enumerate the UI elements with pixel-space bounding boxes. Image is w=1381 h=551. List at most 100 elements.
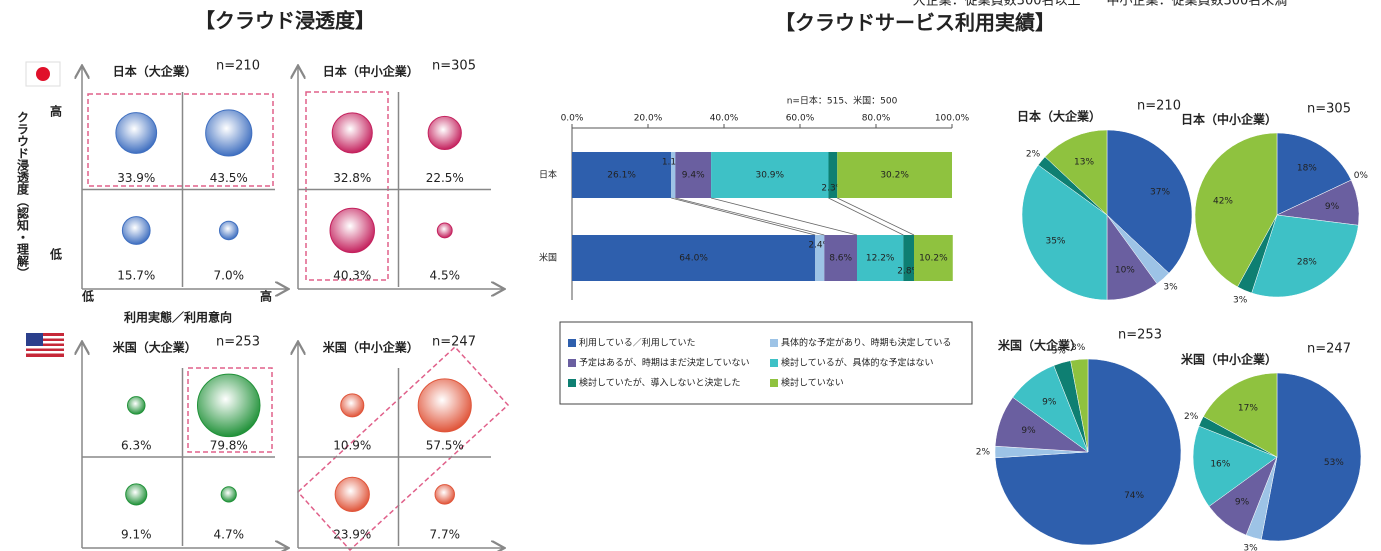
value-label: 12.2% xyxy=(866,254,895,264)
bubble xyxy=(329,207,375,254)
x-low-label: 低 xyxy=(81,289,94,304)
legend-swatch xyxy=(568,339,576,347)
legend-swatch xyxy=(770,379,778,387)
bubble xyxy=(417,378,472,433)
value-label: 40.3% xyxy=(333,269,371,283)
chart-title: 日本（大企業） xyxy=(113,64,197,79)
legend-swatch xyxy=(568,359,576,367)
value-label: 35% xyxy=(1045,237,1065,247)
legend-label: 検討していない xyxy=(781,377,844,389)
connector-line xyxy=(710,197,858,236)
value-label: 30.9% xyxy=(755,171,784,181)
x-axis-label: 利用実態／利用意向 xyxy=(124,310,232,325)
value-label: 57.5% xyxy=(426,439,464,453)
pie-slice xyxy=(1251,214,1359,298)
value-label: 53% xyxy=(1324,458,1344,468)
legend-swatch xyxy=(568,379,576,387)
bar-segment xyxy=(572,152,672,198)
x-high-label: 高 xyxy=(260,289,272,304)
legend-swatch xyxy=(770,359,778,367)
value-label: 2.8% xyxy=(897,267,920,277)
value-label: 3% xyxy=(1052,347,1067,357)
value-label: 79.8% xyxy=(210,439,248,453)
value-label: 7.7% xyxy=(430,528,461,542)
bar-segment xyxy=(903,235,914,281)
value-label: 2% xyxy=(1184,412,1199,422)
pie-slice xyxy=(1192,425,1278,507)
value-label: 30.2% xyxy=(880,171,909,181)
japan-flag xyxy=(25,61,61,87)
sample-size: n=305 xyxy=(432,59,476,74)
x-tick-label: 40.0% xyxy=(710,114,739,124)
chart-title: 日本（大企業） xyxy=(1017,109,1101,124)
value-label: 4.7% xyxy=(214,528,245,542)
value-label: 3% xyxy=(1243,544,1258,551)
value-label: 2% xyxy=(976,448,991,458)
legend-swatch xyxy=(770,339,778,347)
y-tick-label: 日本 xyxy=(539,169,557,181)
value-label: 9.4% xyxy=(682,171,705,181)
pie-slice xyxy=(1021,164,1108,301)
x-tick-label: 20.0% xyxy=(634,114,663,124)
bar-segment xyxy=(824,235,857,281)
sample-size: n=210 xyxy=(216,59,260,74)
x-tick-label: 80.0% xyxy=(862,114,891,124)
value-label: 2.3% xyxy=(821,184,844,194)
value-label: 8.6% xyxy=(829,254,852,264)
bar-segment xyxy=(671,152,676,198)
bubble xyxy=(126,396,146,415)
bar-segment xyxy=(711,152,829,198)
y-high-label: 高 xyxy=(50,104,62,119)
pie-slice xyxy=(1044,129,1108,216)
value-label: 2% xyxy=(1026,149,1041,159)
value-label: 7.0% xyxy=(214,269,245,283)
value-label: 6.3% xyxy=(121,439,152,453)
bubble xyxy=(334,476,370,512)
value-label: 32.8% xyxy=(333,171,371,185)
value-label: 10% xyxy=(1115,265,1135,275)
pie-slice xyxy=(1260,372,1362,542)
chart-note: n=日本：515、米国：500 xyxy=(787,95,898,107)
value-label: 74% xyxy=(1124,491,1144,501)
x-tick-label: 60.0% xyxy=(786,114,815,124)
value-label: 9% xyxy=(1042,398,1057,408)
value-label: 3% xyxy=(1233,296,1248,306)
value-label: 42% xyxy=(1213,197,1233,207)
chart-title: 日本（中小企業） xyxy=(1181,112,1277,127)
connector-line xyxy=(837,197,915,236)
bar-segment xyxy=(815,235,825,281)
value-label: 1.1% xyxy=(662,158,685,168)
value-label: 3% xyxy=(1071,343,1086,353)
value-label: 13% xyxy=(1074,157,1094,167)
x-tick-label: 0.0% xyxy=(561,114,584,124)
pie-slice xyxy=(1194,132,1278,288)
note: 大企業：従業員数300名以上 中小企業：従業員数300名未満 xyxy=(913,0,1288,9)
bar-segment xyxy=(857,235,904,281)
value-label: 9% xyxy=(1235,498,1250,508)
bubble xyxy=(196,373,261,438)
sample-size: n=210 xyxy=(1137,99,1181,114)
pie-slice xyxy=(1276,132,1352,216)
chart-title: 米国（中小企業） xyxy=(323,340,419,355)
bubble xyxy=(218,220,239,241)
value-label: 9% xyxy=(1021,426,1036,436)
value-label: 4.5% xyxy=(430,269,461,283)
legend-label: 利用している／利用していた xyxy=(579,337,695,349)
value-label: 18% xyxy=(1297,163,1317,173)
pie-slice xyxy=(1070,358,1089,453)
bubble xyxy=(115,112,158,154)
left-title: 【クラウド浸透度】 xyxy=(195,9,375,33)
legend-label: 検討しているが、具体的な予定はない xyxy=(781,357,934,369)
bubble xyxy=(331,112,373,154)
bar-segment xyxy=(914,235,953,281)
chart-title: 日本（中小企業） xyxy=(323,64,419,79)
y-tick-label: 米国 xyxy=(539,252,557,264)
bubble xyxy=(125,483,148,506)
value-label: 43.5% xyxy=(210,171,248,185)
highlights xyxy=(87,91,510,551)
us-flag xyxy=(26,333,64,357)
value-label: 15.7% xyxy=(117,269,155,283)
value-label: 17% xyxy=(1238,403,1258,413)
value-label: 37% xyxy=(1150,188,1170,198)
